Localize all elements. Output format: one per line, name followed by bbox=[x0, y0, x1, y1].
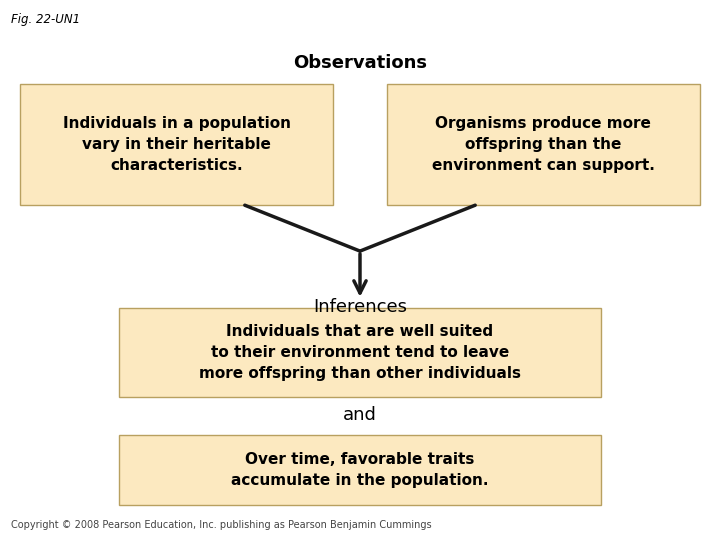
Text: Over time, favorable traits
accumulate in the population.: Over time, favorable traits accumulate i… bbox=[231, 452, 489, 488]
Text: Fig. 22-UN1: Fig. 22-UN1 bbox=[11, 14, 80, 26]
Text: Organisms produce more
offspring than the
environment can support.: Organisms produce more offspring than th… bbox=[432, 116, 654, 173]
Text: Copyright © 2008 Pearson Education, Inc. publishing as Pearson Benjamin Cummings: Copyright © 2008 Pearson Education, Inc.… bbox=[11, 520, 431, 530]
Text: and: and bbox=[343, 406, 377, 424]
FancyBboxPatch shape bbox=[20, 84, 333, 205]
FancyBboxPatch shape bbox=[119, 435, 601, 505]
Text: Observations: Observations bbox=[293, 54, 427, 72]
Text: Individuals in a population
vary in their heritable
characteristics.: Individuals in a population vary in thei… bbox=[63, 116, 291, 173]
FancyBboxPatch shape bbox=[119, 308, 601, 397]
Text: Inferences: Inferences bbox=[313, 298, 407, 316]
Text: Individuals that are well suited
to their environment tend to leave
more offspri: Individuals that are well suited to thei… bbox=[199, 324, 521, 381]
FancyBboxPatch shape bbox=[387, 84, 700, 205]
